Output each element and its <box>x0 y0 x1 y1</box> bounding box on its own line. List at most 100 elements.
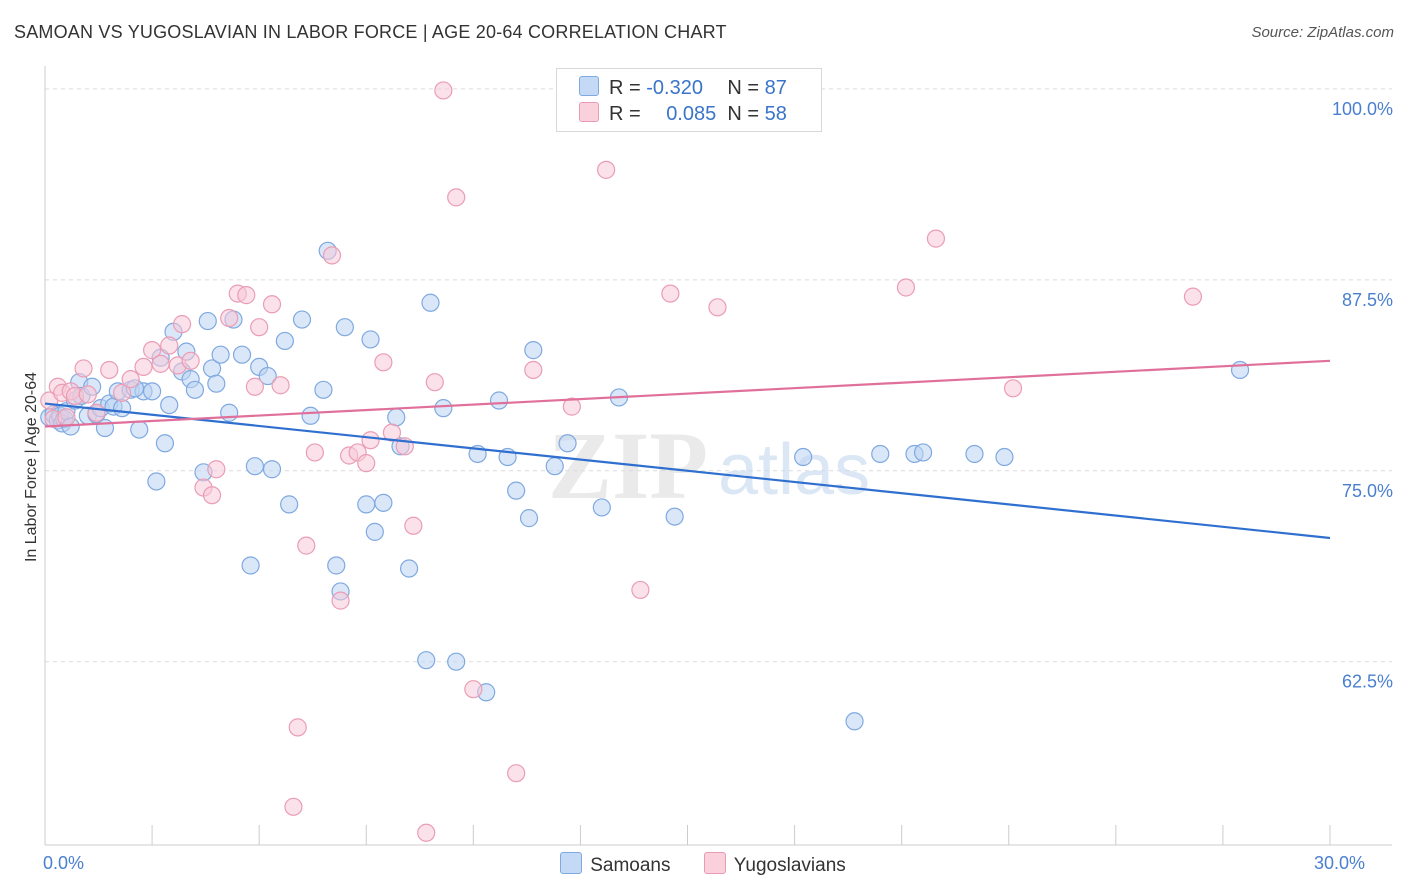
samoan-point-46 <box>275 331 294 351</box>
legend-swatch-samoans <box>560 852 583 874</box>
yugoslavian-point-15 <box>151 354 170 373</box>
legend-r-label: R = <box>609 77 641 99</box>
samoan-point-64 <box>434 399 453 418</box>
yugoslavian-point-45 <box>425 373 444 392</box>
samoan-point-19 <box>112 399 132 418</box>
yugoslavian-point-51 <box>562 397 581 416</box>
yugoslavian-point-22 <box>207 460 226 479</box>
samoan-point-26 <box>155 434 175 453</box>
yugoslavian-point-58 <box>1003 379 1023 398</box>
yugoslavian-point-18 <box>172 315 192 334</box>
yugoslavian-point-32 <box>297 536 316 555</box>
legend-item-samoans: Samoans <box>560 852 671 877</box>
samoan-point-57 <box>365 522 384 541</box>
samoan-point-45 <box>262 460 282 479</box>
samoan-point-27 <box>160 395 179 415</box>
yugoslavian-point-8 <box>78 385 97 404</box>
legend-n-value-yugoslavians: 58 <box>764 103 787 125</box>
yugoslavian-point-9 <box>87 403 106 422</box>
legend-label-yugoslavians: Yugoslavians <box>733 855 846 876</box>
samoan-point-80 <box>871 444 890 464</box>
y-tick-label-0: 100.0% <box>1332 99 1393 119</box>
legend-n-label: N = <box>727 103 760 125</box>
yugoslavians-points <box>40 81 1203 842</box>
yugoslavian-point-48 <box>464 680 483 699</box>
yugoslavian-point-28 <box>262 295 282 314</box>
samoan-point-77 <box>665 507 684 526</box>
yugoslavian-point-44 <box>417 823 436 842</box>
samoan-point-52 <box>327 556 346 575</box>
yugoslavian-point-12 <box>121 370 140 389</box>
samoan-point-56 <box>361 330 380 349</box>
samoan-point-34 <box>198 311 217 331</box>
samoan-point-38 <box>220 403 239 422</box>
legend-label-samoans: Samoans <box>590 855 671 876</box>
yugoslavian-point-39 <box>361 431 380 450</box>
samoan-point-73 <box>545 457 564 476</box>
legend-r-value-yugoslavians: 0.085 <box>666 103 717 125</box>
samoan-point-75 <box>592 498 611 517</box>
x-tick-label-0: 0.0% <box>43 853 84 873</box>
samoan-point-58 <box>374 493 393 512</box>
yugoslavian-point-40 <box>374 353 393 372</box>
tick-labels: 100.0% 87.5% 75.0% 62.5% 0.0% 30.0% <box>43 99 1393 873</box>
samoan-point-36 <box>207 374 226 393</box>
yugoslavian-point-41 <box>382 423 402 442</box>
samoan-point-74 <box>558 434 577 453</box>
grid-lines <box>45 88 1392 663</box>
yugoslavian-point-31 <box>288 718 307 737</box>
legend-swatch-samoans <box>579 76 599 96</box>
samoan-point-68 <box>489 391 509 410</box>
yugoslavian-point-50 <box>524 360 543 380</box>
samoan-point-83 <box>965 444 984 464</box>
samoan-point-71 <box>519 509 539 528</box>
samoan-point-63 <box>421 293 440 312</box>
samoan-point-59 <box>387 408 406 427</box>
legend-swatch-yugoslavians <box>703 852 726 874</box>
y-tick-label-2: 75.0% <box>1342 481 1393 501</box>
yugoslavian-point-52 <box>597 160 616 179</box>
yugoslavian-point-19 <box>181 351 200 370</box>
samoan-point-54 <box>335 318 354 337</box>
samoan-point-50 <box>314 380 333 399</box>
yugoslavian-point-29 <box>271 376 290 395</box>
samoan-point-55 <box>357 495 376 514</box>
samoan-point-41 <box>241 556 260 575</box>
samoan-point-79 <box>845 712 864 731</box>
watermark-atlas: atlas <box>718 430 870 510</box>
legend-swatch-yugoslavians <box>579 102 599 122</box>
yugoslavian-point-13 <box>134 357 153 377</box>
samoan-point-48 <box>292 310 312 329</box>
legend-row-yugoslavians: R = 0.085 N = 58 <box>579 102 787 126</box>
yugoslavian-point-23 <box>220 308 239 328</box>
yugoslavian-point-43 <box>404 516 423 535</box>
legend-item-yugoslavians: Yugoslavians <box>703 852 846 877</box>
yugoslavians-trend-line <box>44 359 1331 428</box>
yugoslavian-point-54 <box>661 284 680 303</box>
yugoslavian-point-26 <box>245 377 264 396</box>
samoan-point-62 <box>417 651 436 670</box>
yugoslavian-point-46 <box>434 81 453 100</box>
samoan-point-49 <box>301 406 320 425</box>
y-tick-label-1: 87.5% <box>1342 290 1393 310</box>
yugoslavian-point-53 <box>631 580 650 600</box>
samoan-point-21 <box>130 420 149 439</box>
series-legend: Samoans Yugoslavians <box>0 852 1406 877</box>
yugoslavian-point-55 <box>708 298 727 317</box>
samoan-point-72 <box>524 341 543 360</box>
yugoslavian-point-30 <box>284 797 303 816</box>
x-tick-label-1: 30.0% <box>1314 853 1365 873</box>
yugoslavian-point-21 <box>202 486 222 505</box>
legend-n-value-samoans: 87 <box>764 77 787 99</box>
samoan-point-44 <box>258 366 277 386</box>
yugoslavian-point-35 <box>331 591 350 610</box>
samoans-trend-line <box>44 402 1331 540</box>
yugoslavian-point-7 <box>74 359 93 378</box>
yugoslavian-point-56 <box>896 278 916 297</box>
samoan-point-42 <box>245 457 264 476</box>
samoan-point-24 <box>147 472 166 491</box>
correlation-legend: R = -0.320 N = 87 R = 0.085 N = 58 <box>556 68 822 132</box>
yugoslavian-point-59 <box>1183 287 1203 306</box>
samoan-point-40 <box>232 345 252 364</box>
yugoslavian-point-34 <box>322 246 342 265</box>
